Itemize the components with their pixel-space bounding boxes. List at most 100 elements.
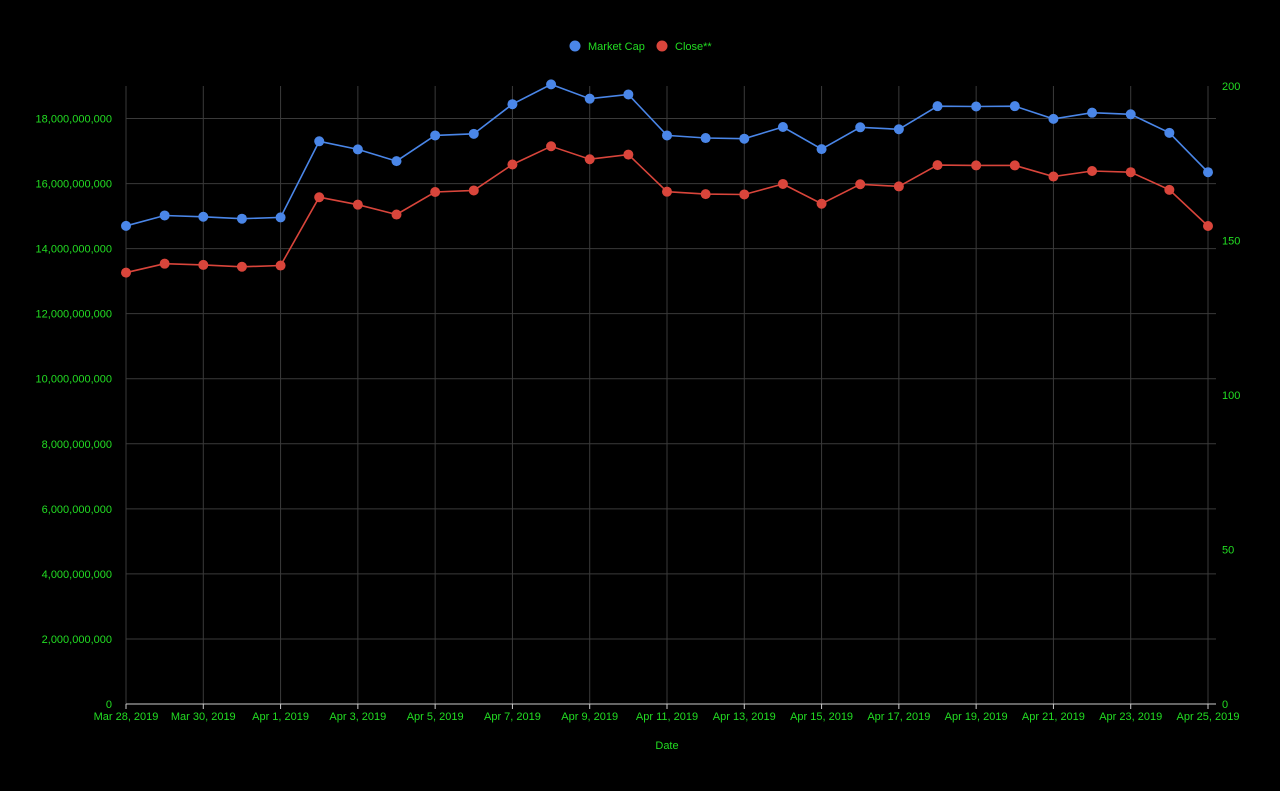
grid bbox=[125, 86, 1216, 704]
x-tick-label: Apr 23, 2019 bbox=[1099, 711, 1162, 723]
data-point-close bbox=[739, 189, 750, 200]
data-point-close bbox=[236, 261, 247, 272]
x-tick-label: Mar 28, 2019 bbox=[94, 711, 159, 723]
data-point-market-cap bbox=[816, 144, 827, 155]
data-point-close bbox=[816, 198, 827, 209]
x-tick-label: Mar 30, 2019 bbox=[171, 711, 236, 723]
x-tick-label: Apr 3, 2019 bbox=[329, 711, 386, 723]
data-point-close bbox=[391, 209, 402, 220]
x-tick-label: Apr 17, 2019 bbox=[867, 711, 930, 723]
data-point-market-cap bbox=[1203, 167, 1213, 178]
y-left-tick-label: 10,000,000,000 bbox=[36, 374, 112, 386]
y-right-tick-label: 200 bbox=[1222, 81, 1240, 93]
data-point-market-cap bbox=[662, 130, 672, 141]
data-point-close bbox=[314, 192, 325, 203]
data-point-market-cap bbox=[893, 124, 904, 135]
data-point-close bbox=[121, 267, 131, 278]
data-point-close bbox=[1048, 171, 1059, 182]
data-point-close bbox=[971, 160, 982, 171]
data-point-market-cap bbox=[623, 89, 634, 100]
x-tick-label: Apr 5, 2019 bbox=[407, 711, 464, 723]
x-tick-label: Apr 9, 2019 bbox=[561, 711, 618, 723]
x-tick-label: Apr 11, 2019 bbox=[636, 711, 698, 723]
data-point-close bbox=[662, 186, 672, 197]
y-left-tick-label: 12,000,000,000 bbox=[36, 309, 112, 321]
y-left-tick-label: 16,000,000,000 bbox=[36, 179, 112, 191]
data-point-market-cap bbox=[352, 144, 363, 155]
data-point-market-cap bbox=[507, 99, 518, 110]
data-point-close bbox=[468, 185, 479, 196]
legend-marker-close bbox=[656, 40, 668, 52]
data-point-market-cap bbox=[1125, 109, 1136, 120]
data-point-market-cap bbox=[314, 136, 325, 147]
data-point-close bbox=[893, 181, 904, 192]
data-point-market-cap bbox=[1164, 127, 1175, 138]
data-point-market-cap bbox=[777, 121, 788, 132]
data-point-market-cap bbox=[236, 213, 247, 224]
y-left-tick-label: 18,000,000,000 bbox=[36, 114, 112, 126]
x-tick-label: Apr 19, 2019 bbox=[945, 711, 1008, 723]
data-point-close bbox=[507, 159, 518, 170]
data-point-market-cap bbox=[546, 79, 557, 90]
data-point-close bbox=[352, 199, 363, 210]
data-point-market-cap bbox=[700, 133, 711, 144]
x-tick-label: Apr 25, 2019 bbox=[1177, 711, 1240, 723]
x-tick-label: Apr 13, 2019 bbox=[713, 711, 776, 723]
x-tick-label: Apr 21, 2019 bbox=[1022, 711, 1085, 723]
data-point-close bbox=[1009, 160, 1020, 171]
data-point-market-cap bbox=[198, 211, 209, 222]
data-point-close bbox=[623, 149, 634, 160]
legend-label-market-cap: Market Cap bbox=[588, 41, 645, 53]
data-point-close bbox=[430, 186, 441, 197]
data-point-close bbox=[777, 178, 788, 189]
y-right-tick-label: 0 bbox=[1222, 699, 1228, 711]
y-right-tick-label: 150 bbox=[1222, 236, 1240, 248]
data-point-market-cap bbox=[855, 122, 866, 133]
data-point-market-cap bbox=[584, 93, 595, 104]
x-tick-label: Apr 15, 2019 bbox=[790, 711, 853, 723]
data-point-market-cap bbox=[159, 210, 170, 221]
data-point-market-cap bbox=[391, 156, 402, 167]
x-tick-label: Apr 7, 2019 bbox=[484, 711, 541, 723]
data-point-market-cap bbox=[739, 133, 750, 144]
data-point-close bbox=[275, 260, 286, 271]
y-left-tick-label: 2,000,000,000 bbox=[42, 634, 112, 646]
data-point-market-cap bbox=[1048, 113, 1059, 124]
data-point-market-cap bbox=[430, 130, 441, 141]
data-point-market-cap bbox=[121, 220, 131, 231]
data-point-market-cap bbox=[932, 101, 943, 112]
legend: Market Cap Close** bbox=[569, 40, 712, 53]
data-point-market-cap bbox=[468, 128, 479, 139]
legend-label-close: Close** bbox=[675, 41, 712, 53]
series bbox=[121, 79, 1213, 278]
y-left-tick-label: 14,000,000,000 bbox=[36, 244, 112, 256]
data-point-market-cap bbox=[1087, 107, 1098, 118]
data-point-close bbox=[1164, 184, 1175, 195]
axes: 0 2,000,000,000 4,000,000,000 6,000,000,000… bbox=[36, 81, 1241, 723]
y-left-tick-label: 4,000,000,000 bbox=[42, 569, 112, 581]
data-point-close bbox=[700, 189, 711, 200]
y-left-tick-label: 0 bbox=[106, 699, 112, 711]
y-right-tick-label: 100 bbox=[1222, 390, 1240, 402]
data-point-market-cap bbox=[1009, 101, 1020, 112]
legend-marker-market-cap bbox=[569, 40, 581, 52]
data-point-close bbox=[855, 179, 866, 190]
data-point-close bbox=[159, 258, 170, 269]
data-point-market-cap bbox=[971, 101, 982, 112]
y-right-tick-label: 50 bbox=[1222, 545, 1234, 557]
y-left-tick-label: 6,000,000,000 bbox=[42, 504, 112, 516]
data-point-close bbox=[1203, 220, 1213, 231]
data-point-close bbox=[932, 160, 943, 171]
data-point-close bbox=[198, 259, 209, 270]
data-point-close bbox=[1125, 167, 1136, 178]
y-left-tick-label: 8,000,000,000 bbox=[42, 439, 112, 451]
data-point-close bbox=[1087, 165, 1098, 176]
data-point-close bbox=[584, 154, 595, 165]
data-point-close bbox=[546, 141, 557, 152]
x-tick-label: Apr 1, 2019 bbox=[252, 711, 309, 723]
data-point-market-cap bbox=[275, 212, 286, 223]
x-axis-title: Date bbox=[655, 740, 678, 752]
